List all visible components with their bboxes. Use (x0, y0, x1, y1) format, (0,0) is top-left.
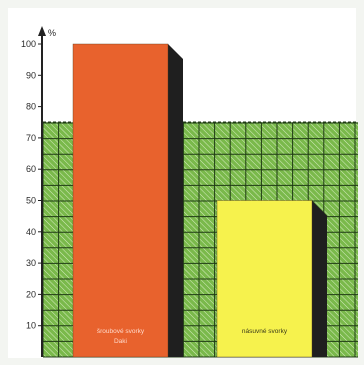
bar-group: šroubové svorky Daki (72, 43, 183, 358)
y-tick-label: 10 (26, 321, 36, 331)
bar-group: násuvné svorky (216, 200, 327, 358)
bar (216, 200, 313, 358)
y-axis: % 10 20 30 40 50 60 70 80 90 100 (21, 26, 56, 357)
y-tick-label: 20 (26, 289, 36, 299)
y-tick-label: 90 (26, 70, 36, 80)
y-tick-label: 50 (26, 196, 36, 206)
y-tick-label: 30 (26, 258, 36, 268)
bars: šroubové svorky Daki násuvné svorky (72, 43, 327, 358)
y-axis-arrow (38, 26, 46, 36)
y-axis-unit: % (48, 28, 56, 38)
y-tick-label: 100 (21, 39, 36, 49)
bar-label: Daki (114, 338, 127, 345)
bar-side (312, 200, 327, 357)
y-tick-label: 80 (26, 102, 36, 112)
bar-label: násuvné svorky (242, 328, 288, 335)
y-tick-label: 70 (26, 133, 36, 143)
y-tick-label: 40 (26, 227, 36, 237)
bar-label: šroubové svorky (97, 328, 145, 335)
bar-side (168, 44, 183, 357)
y-tick-label: 60 (26, 164, 36, 174)
bar (72, 43, 169, 358)
